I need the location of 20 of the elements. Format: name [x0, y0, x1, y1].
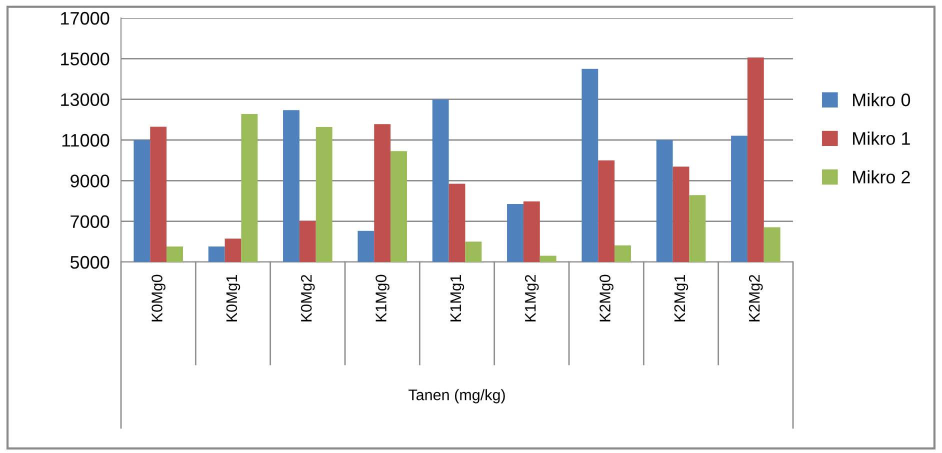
y-tick-label: 7000 [70, 215, 110, 228]
legend-label: Mikro 2 [853, 170, 910, 184]
x-tick-label: K2Mg2 [748, 274, 763, 322]
x-axis-title: Tanen (mg/kg) [408, 389, 505, 404]
x-tick-label: K1Mg1 [450, 274, 464, 322]
x-tick-label: K0Mg1 [226, 274, 240, 322]
y-tick-label: 15000 [61, 52, 110, 66]
legend-label: Mikro 1 [853, 132, 910, 145]
y-tick-label: 13000 [61, 93, 110, 106]
y-tick-label: 17000 [61, 12, 110, 25]
x-tick-label: K2Mg0 [600, 274, 614, 322]
x-tick-label: K1Mg0 [376, 274, 390, 322]
y-tick-label: 11000 [62, 134, 110, 147]
x-tick-label: K1Mg2 [524, 274, 539, 322]
y-tick-label: 5000 [70, 256, 110, 269]
x-tick-label: K0Mg2 [300, 274, 315, 322]
x-tick-label: K2Mg1 [674, 274, 688, 322]
legend-label: Mikro 0 [853, 93, 910, 106]
x-tick-label: K0Mg0 [152, 274, 166, 322]
y-tick-label: 9000 [70, 174, 110, 188]
